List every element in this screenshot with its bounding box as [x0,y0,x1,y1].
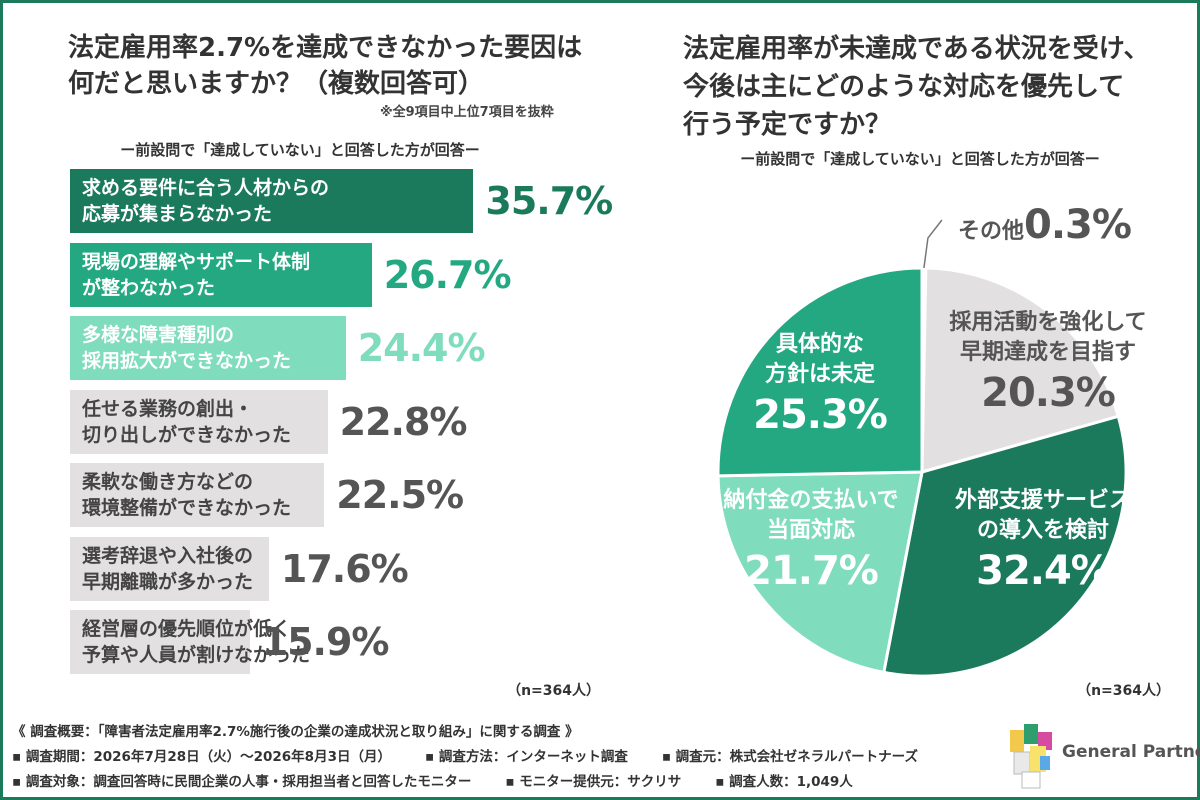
bar-value-label: 22.8% [339,399,468,444]
pie-slice-value: 0.3% [1024,202,1132,248]
bar-label-line: 切り出しができなかった [82,423,292,446]
bar-label: 柔軟な働き方などの環境整備ができなかった [82,469,291,521]
right-title-line-3: 行う予定ですか？ [683,110,892,140]
bar-label-line: 現場の理解やサポート体制 [82,250,311,273]
left-chart-subtitle: ー前設問で「達成していない」と回答した方が回答ー [120,141,480,159]
bar-label: 任せる業務の創出・切り出しができなかった [82,396,291,448]
pie-slice-value: 25.3% [753,392,888,438]
bar-label-line: 環境整備ができなかった [82,497,292,519]
logo-text: General Partners [1062,742,1200,762]
bar-label-line: 任せる業務の創出・ [82,397,254,420]
pie-slice-label-4: 納付金の支払いで 当面対応 21.7% [706,486,916,596]
survey-target: ▪ 調査対象：調査回答時に民間企業の人事・採用担当者と回答したモニター [12,774,472,790]
pie-slice-name: の導入を検討 [976,518,1109,543]
pie-slice-name: 外部支援サービス [954,488,1131,513]
bar-label-line: が整わなかった [82,276,216,299]
survey-method: ▪ 調査方法：インターネット調査 [424,749,628,765]
left-chart-title: 法定雇用率2.7%を達成できなかった要因は 何だと思いますか？（複数回答可） [68,30,608,102]
pie-slice-label-5: 具体的な方針は未定 25.3% [740,330,900,440]
left-n-label: （n=364人） [507,683,600,699]
survey-count: ▪ 調査人数：1,049人 [715,774,853,790]
bar-6: 選考辞退や入社後の 早期離職が多かった 17.6% [70,536,409,601]
bar-5: 柔軟な働き方などの環境整備ができなかった 22.5% [70,463,464,527]
bar-label: 経営層の優先順位が低く、 予算や人員が割けなかった [82,616,310,668]
bar-label-line: 早期離職が多かった [82,570,254,593]
pie-slice-label-2: 採用活動を強化して 早期達成を目指す 20.3% [928,308,1168,418]
pie-slice-name: 早期達成を目指す [959,340,1136,365]
bar-label-line: 予算や人員が割けなかった [82,644,311,666]
bar-4: 任せる業務の創出・切り出しができなかった 22.8% [70,389,467,454]
pie-slice-value: 20.3% [981,370,1116,416]
bar-label: 求める要件に合う人材からの 応募が集まらなかった [82,175,329,227]
right-n-label: （n=364人） [1077,683,1170,699]
pie-slice-name: その他 [958,219,1025,244]
right-chart-subtitle: ー前設問で「達成していない」と回答した方が回答ー [740,150,1100,168]
bar-label: 多様な障害種別の採用拡大ができなかった [82,322,291,374]
left-title-line-1: 法定雇用率2.7%を達成できなかった要因は [68,33,583,63]
logo-mark-icon [1010,724,1052,789]
footer-line-3: ▪ 調査対象：調査回答時に民間企業の人事・採用担当者と回答したモニター ▪ モニタ… [12,770,992,795]
bar-label-line: 柔軟な働き方などの [82,471,254,493]
right-chart-title: 法定雇用率が未達成である状況を受け、 今後は主にどのような対応を優先して 行う予… [683,30,1183,144]
footer-line-2: ▪ 調査期間：2026年7月28日（火）～2026年8月3日（月） ▪ 調査方法：… [12,745,992,770]
left-title-line-2: 何だと思いますか？（複数回答可） [68,69,485,99]
left-chart-note: ※全9項目中上位7項目を抜粋 [380,105,554,120]
bar-7: 経営層の優先順位が低く、 予算や人員が割けなかった 15.9% [70,610,389,674]
bar-value-label: 26.7% [383,252,512,297]
bar-label-line: 多様な障害種別の [82,324,235,346]
bar-label: 現場の理解やサポート体制 が整わなかった [82,249,310,301]
pie-slice-name: 納付金の支払いで [723,488,899,513]
pie-slice-value: 32.4% [976,548,1111,594]
bar-label: 選考辞退や入社後の 早期離職が多かった [82,543,253,595]
survey-source: ▪ 調査元：株式会社ゼネラルパートナーズ [661,749,919,765]
right-title-line-2: 今後は主にどのような対応を優先して [683,72,1125,102]
bar-label-line: 応募が集まらなかった [82,203,273,225]
survey-period: ▪ 調査期間：2026年7月28日（火）～2026年8月3日（月） [12,749,391,765]
bar-label-line: 採用拡大ができなかった [82,350,292,372]
monitor-provider: ▪ モニター提供元：サクリサ [505,774,682,790]
bar-3: 多様な障害種別の採用拡大ができなかった 24.4% [70,316,486,380]
bar-1: 求める要件に合う人材からの 応募が集まらなかった 35.7% [70,169,613,233]
bar-value-label: 24.4% [357,326,486,370]
general-partners-logo: General Partners [1004,716,1200,792]
bar-label-line: 選考辞退や入社後の [82,544,254,567]
pie-slice-name: 方針は未定 [764,362,875,387]
pie-slice-name: 具体的な [775,332,864,357]
right-title-line-1: 法定雇用率が未達成である状況を受け、 [683,34,1150,64]
bar-2: 現場の理解やサポート体制 が整わなかった 26.7% [70,242,512,307]
footer-line-1: 《 調査概要：「障害者法定雇用率2.7%施行後の企業の達成状況と取り組み」に関す… [12,724,579,740]
pie-slice-value: 21.7% [744,548,879,594]
pie-slice-name: 当面対応 [766,518,855,543]
bar-value-label: 35.7% [485,179,613,223]
survey-footer: 《 調査概要：「障害者法定雇用率2.7%施行後の企業の達成状況と取り組み」に関す… [12,720,992,795]
pie-slice-label-3: 外部支援サービス の導入を検討 32.4% [928,486,1158,596]
pie-slice-label-1: その他0.3% [958,200,1138,250]
bar-label-line: 求める要件に合う人材からの [82,177,330,199]
bar-label-line: 経営層の優先順位が低く、 [82,618,311,640]
pie-slice-name: 採用活動を強化して [949,310,1147,335]
bar-value-label: 22.5% [336,473,464,517]
bar-value-label: 17.6% [280,546,409,591]
bar-value-label: 15.9% [261,620,390,664]
